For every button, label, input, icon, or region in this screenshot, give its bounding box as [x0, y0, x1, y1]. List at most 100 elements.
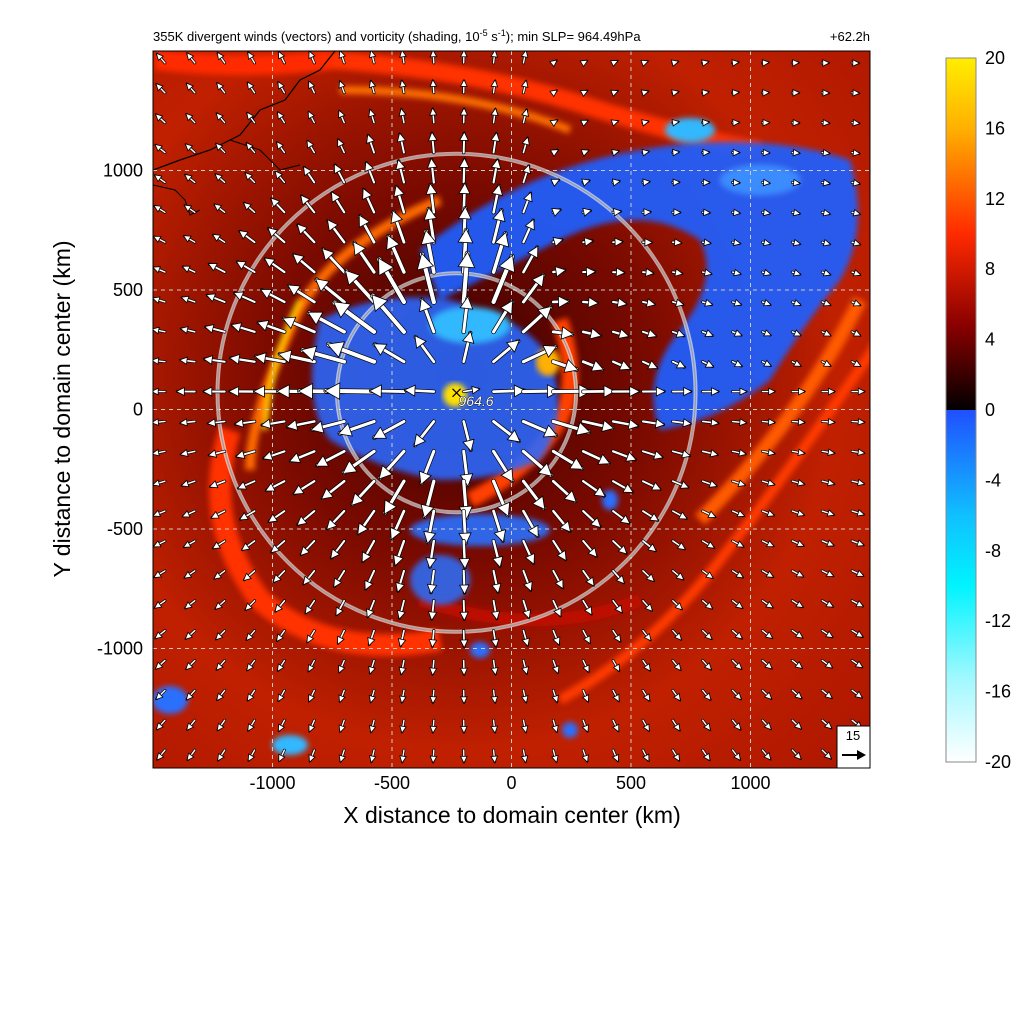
wind-vector: [820, 688, 833, 700]
wind-vector: [403, 384, 436, 397]
wind-vector: [343, 268, 377, 305]
wind-vector: [184, 143, 197, 154]
wind-vector: [671, 418, 693, 428]
wind-vector: [731, 479, 747, 487]
wind-vector: [551, 599, 562, 618]
wind-vector: [423, 206, 438, 245]
wind-vector: [581, 718, 589, 734]
wind-vector: [276, 110, 286, 125]
wind-vector: [521, 599, 532, 620]
wind-vector: [820, 718, 833, 730]
wind-vector: [490, 718, 499, 735]
wind-vector: [179, 326, 197, 335]
colorbar-tick-label: -8: [985, 541, 1001, 561]
wind-vector: [611, 569, 626, 585]
wind-vector: [641, 688, 651, 703]
wind-vector: [581, 449, 611, 466]
wind-vector: [180, 479, 197, 488]
wind-vector: [286, 283, 317, 305]
wind-vector: [329, 539, 346, 560]
wind-vector: [459, 449, 474, 488]
wind-vector: [611, 328, 630, 339]
wind-vector: [458, 539, 471, 570]
wind-vector: [332, 569, 346, 589]
wind-vector: [820, 387, 837, 396]
wind-vector: [551, 688, 559, 704]
wind-vector: [490, 629, 500, 649]
wind-vector: [551, 449, 585, 471]
wind-vector: [701, 599, 714, 610]
wind-vector: [390, 209, 407, 245]
wind-vector: [399, 51, 407, 65]
wind-vector: [184, 629, 197, 640]
y-tick-label: -500: [107, 519, 143, 539]
wind-vector: [370, 292, 407, 335]
wind-vector: [372, 342, 407, 364]
wind-vector: [731, 387, 748, 396]
wind-vector: [551, 326, 575, 340]
wind-vector: [731, 178, 742, 187]
wind-vector: [520, 718, 529, 734]
wind-vector: [382, 478, 407, 516]
wind-vector: [228, 353, 257, 365]
wind-vector: [581, 296, 600, 309]
wind-vector: [153, 509, 167, 517]
wind-vector: [490, 748, 499, 764]
wind-vector: [368, 718, 377, 734]
wind-vector: [761, 208, 772, 217]
wind-vector: [352, 240, 377, 275]
wind-vector: [521, 136, 530, 155]
wind-vector: [731, 629, 744, 640]
wind-vector: [641, 418, 666, 429]
wind-vector: [491, 183, 504, 215]
wind-vector: [302, 165, 316, 185]
wind-vector: [641, 178, 652, 187]
wind-vector: [581, 266, 597, 278]
wind-vector: [820, 299, 832, 307]
wind-vector: [611, 418, 640, 430]
wind-vector: [183, 204, 197, 214]
wind-vector: [356, 509, 377, 536]
wind-vector: [671, 238, 683, 247]
wind-vector: [207, 262, 227, 274]
wind-vector: [399, 748, 407, 764]
wind-vector: [336, 629, 346, 646]
wind-vector: [490, 253, 516, 305]
wind-vector: [581, 359, 605, 372]
wind-vector: [701, 688, 712, 702]
wind-vector: [367, 629, 376, 647]
wind-vector: [521, 272, 546, 305]
wind-vector: [366, 133, 376, 155]
wind-vector: [288, 449, 317, 464]
wind-vector: [701, 387, 721, 396]
wind-vector: [491, 508, 507, 543]
wind-vector: [611, 539, 628, 555]
wind-vector: [233, 418, 257, 428]
wind-vector: [274, 170, 286, 184]
forecast-time-label: +62.2h: [830, 29, 870, 44]
wind-vector: [761, 539, 775, 548]
wind-vector: [611, 718, 620, 733]
wind-vector: [245, 629, 256, 642]
wind-vector: [521, 191, 533, 215]
wind-vector: [611, 629, 622, 644]
colorbar-ticks: 20 16 12 8 4 0 -4 -8 -12 -16 -20: [985, 48, 1011, 772]
wind-vector: [368, 108, 376, 125]
wind-vector: [670, 59, 680, 67]
wind-vector: [336, 138, 346, 155]
wind-vector: [551, 539, 568, 562]
wind-vector: [731, 268, 743, 277]
wind-vector: [820, 599, 835, 608]
wind-vector: [368, 748, 377, 764]
colorbar-tick-label: 20: [985, 48, 1005, 68]
wind-vector: [641, 119, 650, 127]
wind-vector: [277, 51, 286, 65]
wind-vector: [308, 748, 316, 764]
wind-vector: [641, 449, 665, 460]
wind-vector: [270, 539, 287, 554]
wind-vector: [521, 478, 547, 511]
wind-vector: [731, 748, 742, 762]
wind-vector: [611, 479, 634, 494]
wind-vector: [459, 629, 469, 649]
